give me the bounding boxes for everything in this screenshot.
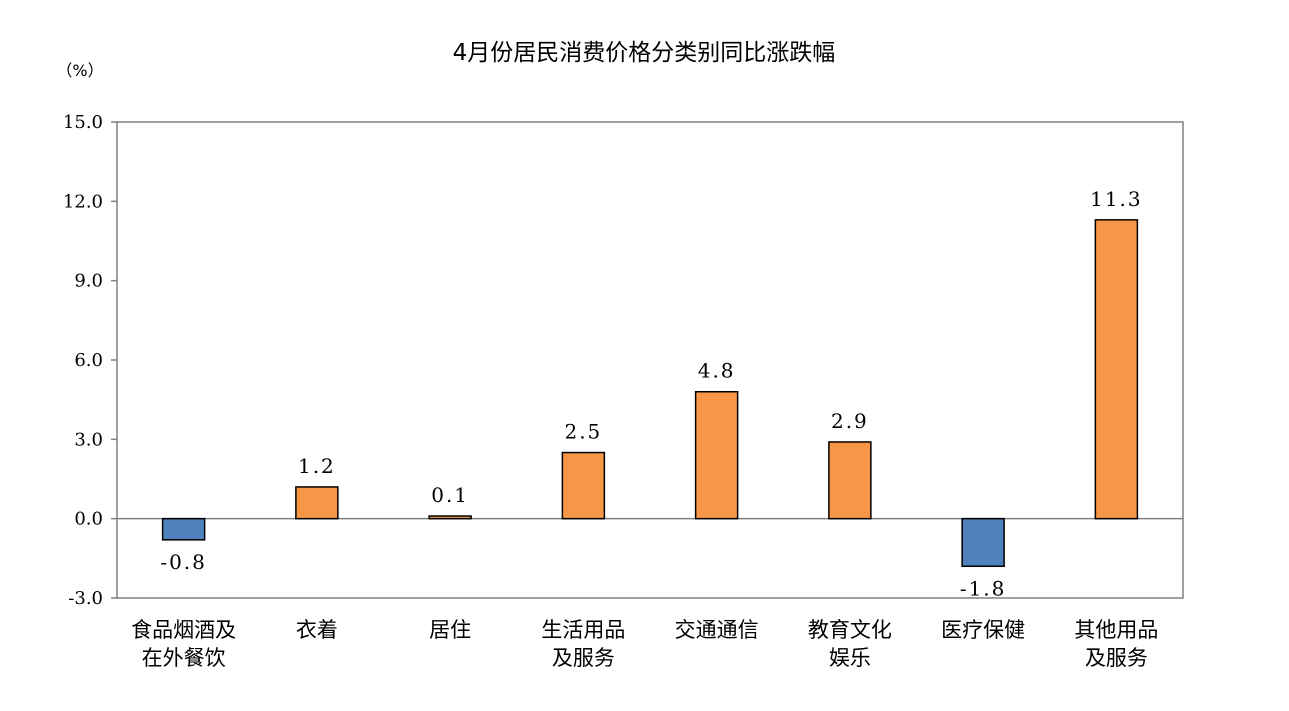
data-label: 1.2 [298, 454, 336, 478]
x-tick-label-line: 及服务 [1085, 646, 1148, 670]
x-tick-label-line: 居住 [429, 618, 471, 642]
x-tick-label-line: 生活用品 [541, 618, 625, 642]
x-tick-label-line: 食品烟酒及 [131, 618, 236, 642]
x-tick-label: 教育文化娱乐 [808, 618, 892, 670]
x-tick-label: 其他用品及服务 [1074, 618, 1158, 670]
data-label: 0.1 [431, 483, 469, 507]
bar [828, 441, 872, 520]
x-tick-label-line: 娱乐 [829, 646, 871, 670]
y-tick-label: 12.0 [63, 191, 103, 212]
data-label: -0.8 [160, 550, 207, 574]
y-tick-label: 9.0 [74, 271, 103, 292]
x-tick-label-line: 教育文化 [808, 618, 892, 642]
y-axis: 15.0 12.0 9.0 6.0 3.0 0.0 -3.0 [63, 112, 117, 609]
bar [295, 486, 339, 520]
bar [694, 390, 739, 520]
data-label: 2.5 [564, 420, 602, 444]
x-tick-label: 衣着 [296, 618, 338, 642]
x-tick-label: 生活用品及服务 [541, 618, 625, 670]
y-tick-label: 3.0 [74, 429, 103, 450]
data-label: 11.3 [1090, 187, 1143, 211]
bar [428, 515, 472, 520]
bar [561, 451, 606, 520]
bar [1094, 219, 1139, 520]
x-axis-labels: 食品烟酒及在外餐饮 衣着 居住 生活用品及服务 交通通信 教育文化娱乐 医疗保健 其他用品及服… [131, 618, 1158, 670]
data-label: 2.9 [831, 409, 869, 433]
y-tick-label: -3.0 [68, 588, 103, 609]
data-label: 4.8 [698, 359, 736, 383]
value-labels-group: -0.8 1.2 0.1 2.5 4.8 2.9 -1.8 11.3 [160, 187, 1143, 600]
y-tick-label: 15.0 [63, 112, 103, 133]
x-tick-label-line: 衣着 [296, 618, 338, 642]
plot-area-frame [116, 121, 1184, 599]
y-unit-label: （%） [56, 61, 103, 80]
y-tick-label: 6.0 [74, 350, 103, 371]
data-label: -1.8 [960, 576, 1007, 600]
y-tick-label: 0.0 [74, 509, 103, 530]
x-tick-label: 食品烟酒及在外餐饮 [131, 618, 236, 670]
x-tick-label-line: 及服务 [552, 646, 615, 670]
bars-group [161, 219, 1139, 568]
x-tick-label-line: 交通通信 [675, 618, 759, 642]
bar [961, 517, 1005, 568]
x-tick-label: 交通通信 [675, 618, 759, 642]
x-tick-label: 居住 [429, 618, 471, 642]
x-tick-label-line: 医疗保健 [941, 618, 1025, 642]
chart-title: 4月份居民消费价格分类别同比涨跌幅 [453, 40, 836, 66]
x-tick-label: 医疗保健 [941, 618, 1025, 642]
bar [161, 517, 206, 541]
x-tick-label-line: 其他用品 [1074, 618, 1158, 642]
x-tick-label-line: 在外餐饮 [142, 646, 226, 670]
